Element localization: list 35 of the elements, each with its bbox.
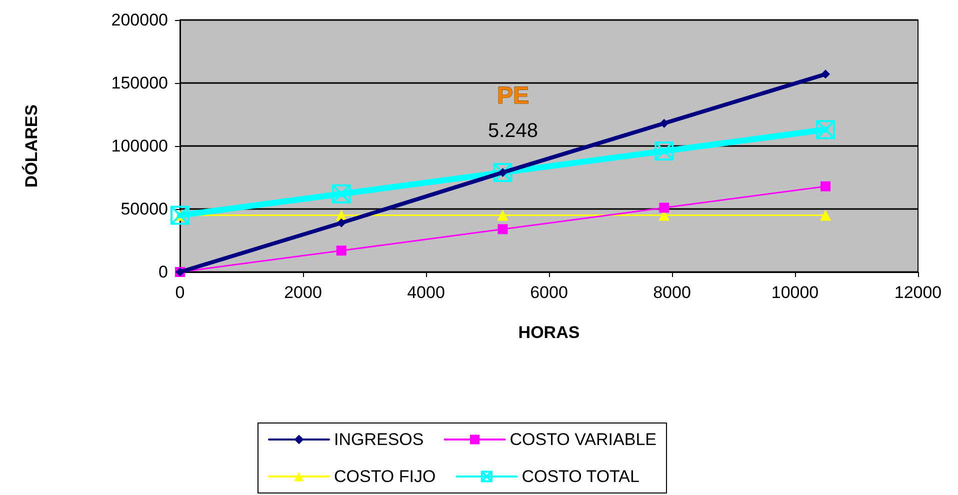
x-tick-label: 0 [175, 283, 185, 302]
point [820, 210, 832, 221]
point [170, 206, 190, 225]
y-axis-title: DÓLARES [21, 104, 41, 188]
point [821, 70, 830, 79]
x-tick-label: 12000 [894, 283, 942, 302]
x-axis-title: HORAS [518, 323, 580, 342]
point [336, 218, 346, 228]
y-tick-label: 150000 [111, 74, 168, 92]
legend-label: COSTO TOTAL [522, 467, 640, 486]
y-tick-label: 100000 [111, 136, 168, 156]
point [816, 120, 836, 140]
x-tick-label: 8000 [653, 283, 691, 302]
x-tick-label: 10000 [771, 283, 819, 302]
y-tick-label: 50000 [120, 200, 168, 218]
y-tick-label: 200000 [111, 10, 168, 30]
point [659, 202, 670, 213]
x-tick-label: 6000 [530, 283, 568, 302]
legend-label: COSTO VARIABLE [510, 430, 656, 449]
point [498, 224, 508, 234]
x-tick-label: 2000 [284, 283, 322, 302]
annotation: 5.248 [488, 120, 538, 142]
annotation: PE [496, 82, 530, 110]
point [820, 181, 831, 192]
point [497, 210, 508, 221]
legend-label: COSTO FIJO [334, 467, 436, 486]
point [654, 142, 674, 161]
point [660, 118, 669, 128]
y-tick-label: 0 [158, 262, 168, 282]
point [498, 168, 508, 177]
legend-label: INGRESOS [334, 430, 424, 449]
point [336, 246, 346, 256]
x-tick-label: 4000 [407, 283, 445, 302]
point [493, 162, 512, 182]
point [332, 184, 351, 204]
